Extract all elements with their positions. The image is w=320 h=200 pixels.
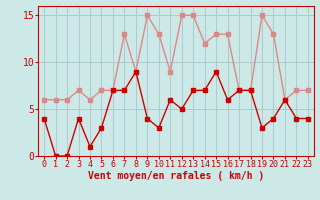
X-axis label: Vent moyen/en rafales ( km/h ): Vent moyen/en rafales ( km/h ): [88, 171, 264, 181]
